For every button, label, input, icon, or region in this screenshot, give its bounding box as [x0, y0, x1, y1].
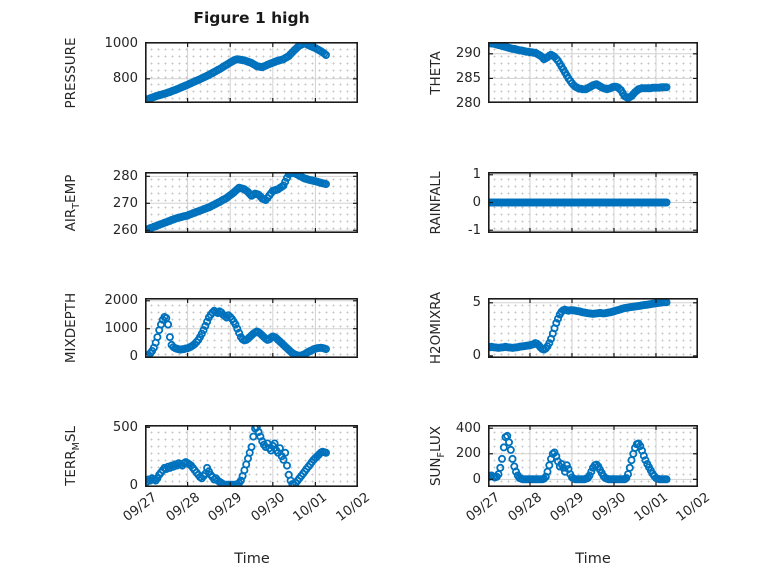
- subplot-terrmsl: [145, 425, 358, 487]
- x-tick-label: 09/27: [463, 490, 504, 525]
- y-tick-label: 0: [472, 348, 481, 364]
- data-markers: [145, 306, 330, 358]
- y-axis-label-sunflux: SUNFLUX: [428, 426, 447, 487]
- data-markers: [145, 172, 330, 233]
- x-tick-label: 10/01: [631, 490, 672, 525]
- plot-area: [488, 42, 698, 103]
- x-tick-label: 10/01: [291, 490, 331, 525]
- x-tick-label: 10/02: [333, 490, 374, 525]
- y-tick-label: 800: [112, 71, 138, 87]
- data-markers: [488, 298, 671, 354]
- y-tick-label: 0: [472, 195, 481, 210]
- y-tick-label: 290: [455, 46, 481, 62]
- y-tick-label: 1: [472, 167, 481, 183]
- y-tick-label: 0: [472, 471, 481, 487]
- plot-area: [145, 298, 358, 358]
- plot-area: [145, 42, 358, 103]
- y-tick-label: 200: [455, 446, 481, 462]
- x-tick-label: 09/30: [589, 490, 630, 525]
- x-tick-label: 09/28: [163, 490, 203, 525]
- data-markers: [488, 42, 671, 103]
- plot-area: [145, 172, 358, 233]
- plot-area: [488, 425, 698, 487]
- subplot-sunflux: [488, 425, 698, 487]
- y-tick-label: 400: [455, 420, 481, 436]
- x-tick-label: 09/27: [120, 490, 161, 525]
- y-tick-label: -1: [467, 222, 481, 238]
- plot-area: [488, 298, 698, 358]
- y-tick-label: 0: [129, 349, 138, 365]
- y-axis-label-pressure: PRESSURE: [63, 37, 79, 108]
- y-tick-label: 260: [112, 222, 138, 238]
- x-tick-label: 09/29: [205, 490, 246, 525]
- data-markers: [488, 198, 671, 207]
- data-markers: [145, 42, 330, 103]
- y-tick-label: 500: [112, 419, 138, 435]
- subplot-rainfall: [488, 172, 698, 233]
- y-tick-label: 280: [112, 168, 138, 184]
- data-markers: [145, 425, 330, 487]
- subplot-theta: [488, 42, 698, 103]
- y-tick-label: 0: [129, 477, 138, 493]
- x-tick-label: 09/28: [505, 490, 546, 525]
- x-tick-label: 09/29: [547, 490, 588, 525]
- y-tick-label: 2000: [104, 293, 138, 309]
- plot-area: [488, 172, 698, 233]
- y-axis-label-theta: THETA: [428, 50, 444, 95]
- x-axis-label-left: Time: [234, 551, 270, 567]
- y-tick-label: 1000: [104, 321, 138, 337]
- subplot-pressure: [145, 42, 358, 103]
- x-tick-label: 09/30: [248, 490, 288, 525]
- subplot-h2omixra: [488, 298, 698, 358]
- figure-title: Figure 1 high: [193, 9, 310, 27]
- data-markers: [488, 431, 671, 484]
- y-tick-label: 5: [472, 295, 481, 311]
- y-axis-label-terrmsl: TERRMSL: [63, 426, 82, 486]
- plot-area: [145, 425, 358, 487]
- y-tick-label: 1000: [104, 36, 138, 52]
- y-tick-label: 280: [455, 95, 481, 111]
- y-tick-label: 285: [455, 70, 481, 86]
- subplot-mixdepth: [145, 298, 358, 358]
- y-tick-label: 270: [112, 195, 138, 211]
- subplot-airtemp: [145, 172, 358, 233]
- x-axis-label-right: Time: [575, 551, 611, 567]
- x-tick-label: 10/02: [673, 490, 714, 525]
